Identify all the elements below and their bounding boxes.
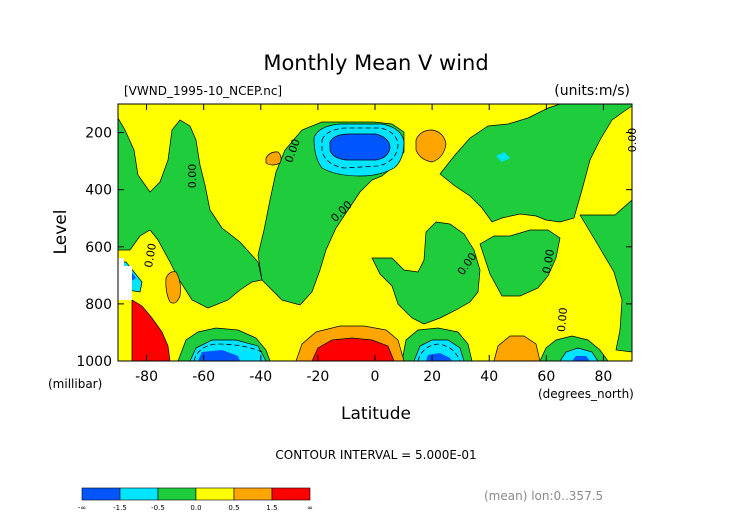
- green-right-column-region: [579, 199, 632, 353]
- x-tick-label: 40: [480, 369, 498, 385]
- contour-label: 0.00: [555, 307, 570, 333]
- y-tick-label: 400: [85, 183, 112, 199]
- contour-label: 0.00: [142, 242, 159, 268]
- dataset-label: [VWND_1995-10_NCEP.nc]: [124, 84, 282, 98]
- orange-blob-left: [165, 271, 181, 304]
- cyan-lower-equator: [413, 339, 465, 361]
- colorbar-label: 0.5: [228, 504, 239, 512]
- colorbar-label: 1.5: [266, 504, 277, 512]
- x-tick-label: -80: [135, 369, 158, 385]
- units-label: (units:m/s): [554, 83, 630, 99]
- blue-lower-right: [572, 356, 590, 361]
- colorbar-label: -0.5: [151, 504, 165, 512]
- contour-label: 0.00: [186, 164, 199, 189]
- colorbar-swatch: [119, 487, 159, 501]
- negative-contour-jet: [321, 127, 399, 169]
- blue-lower-left: [198, 350, 240, 361]
- cyan-small-right: [496, 152, 510, 162]
- blue-jet-core: [329, 133, 391, 161]
- contour-interval-note: CONTOUR INTERVAL = 5.000E-01: [275, 448, 476, 462]
- contour-label: 0.00: [626, 128, 639, 153]
- cyan-lower-right: [559, 347, 599, 361]
- x-tick-label: 0: [371, 369, 380, 385]
- orange-blob-upper-right: [415, 129, 447, 163]
- negative-contour-lower-left: [193, 343, 263, 361]
- x-tick-label: 20: [423, 369, 441, 385]
- colorbar-label: -∞: [78, 504, 86, 512]
- y-axis: 200 400 600 800 1000: [76, 126, 632, 370]
- y-tick-label: 1000: [76, 354, 112, 370]
- y-axis-units: (millibar): [48, 377, 102, 391]
- x-tick-label: 80: [595, 369, 613, 385]
- green-right-upper-region: [439, 104, 632, 223]
- x-axis-title: Latitude: [341, 404, 411, 424]
- orange-surface-45n: [493, 335, 541, 361]
- x-axis-units: (degrees_north): [538, 387, 634, 401]
- y-axis-title: Level: [51, 210, 71, 255]
- colorbar-swatch: [81, 487, 121, 501]
- x-tick-label: 60: [537, 369, 555, 385]
- x-tick-label: -40: [249, 369, 272, 385]
- green-upper-left-region: [118, 104, 263, 309]
- colorbar-swatch: [233, 487, 273, 501]
- colorbar-label: 0.0: [190, 504, 201, 512]
- y-tick-label: 200: [85, 126, 112, 142]
- colorbar-label: ∞: [307, 504, 313, 512]
- y-tick-label: 600: [85, 240, 112, 256]
- contour-label: 0.00: [540, 248, 557, 274]
- red-surface-south-pole: [131, 299, 171, 361]
- red-surface-equator: [311, 337, 395, 361]
- y-tick-label: 800: [85, 297, 112, 313]
- colorbar: -∞ -1.5 -0.5 0.0 0.5 1.5 ∞: [78, 487, 313, 512]
- green-middle-right-region: [371, 221, 481, 325]
- negative-contour-lower-equator: [417, 343, 461, 361]
- x-tick-label: -60: [192, 369, 215, 385]
- chart-title: Monthly Mean V wind: [263, 51, 488, 75]
- footer-note: (mean) lon:0..357.5: [484, 489, 603, 503]
- colorbar-label: -1.5: [113, 504, 127, 512]
- green-far-right-column-region: [479, 229, 561, 297]
- colorbar-swatch: [271, 487, 311, 501]
- x-axis: -80 -60 -40 -20 0 20 40 60 80: [135, 104, 612, 385]
- plot-area: [118, 104, 632, 361]
- missing-data-block: [118, 258, 132, 300]
- orange-blob-upper-left: [265, 151, 282, 166]
- colorbar-swatch: [195, 487, 235, 501]
- x-tick-label: -20: [306, 369, 329, 385]
- colorbar-swatch: [157, 487, 197, 501]
